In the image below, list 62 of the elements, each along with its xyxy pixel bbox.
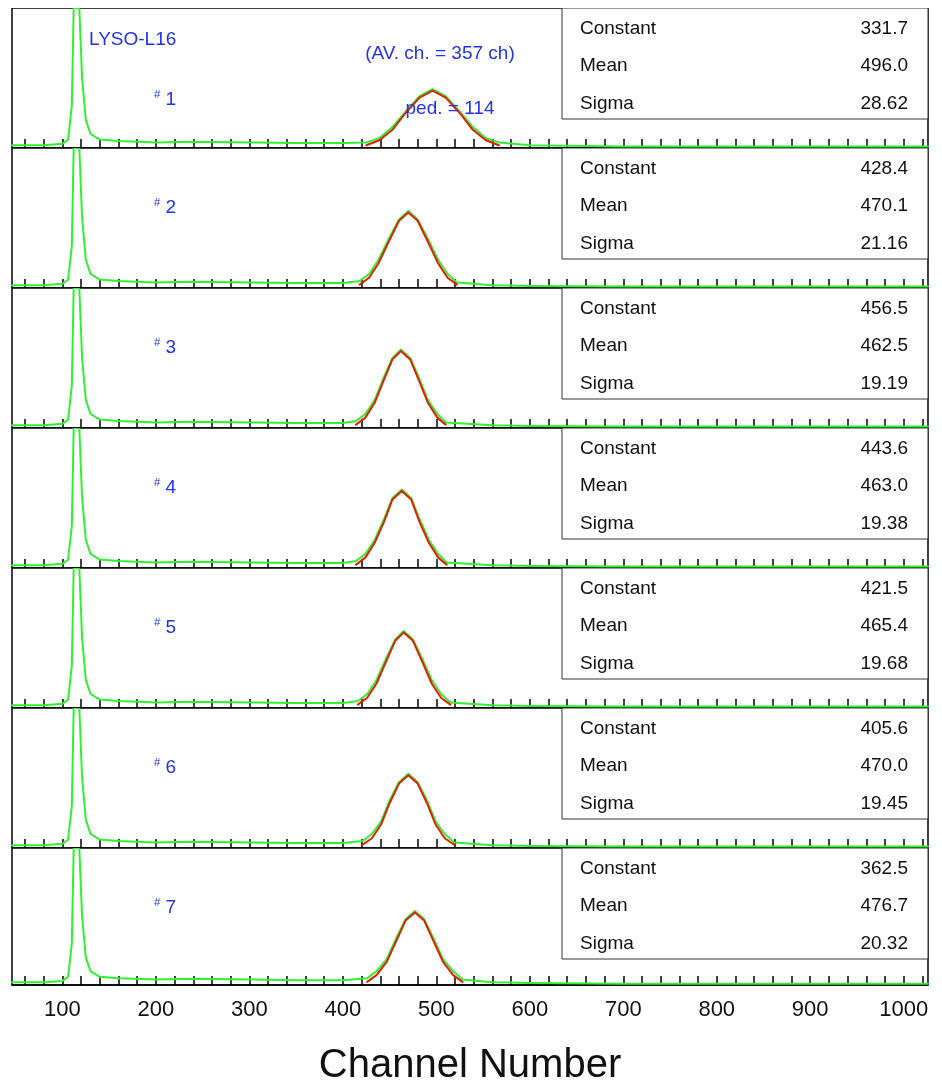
annotation: Mean xyxy=(580,54,628,75)
annotation: Constant xyxy=(580,296,657,318)
x-tick-label: 100 xyxy=(44,995,81,1021)
annotation: 19.45 xyxy=(860,791,908,813)
annotation: 28.62 xyxy=(860,91,908,113)
annotation: Mean xyxy=(580,194,628,215)
x-tick-label: 600 xyxy=(511,995,549,1021)
annotation: # 6 xyxy=(154,755,177,777)
annotation: 20.32 xyxy=(860,931,908,953)
x-tick-label: 200 xyxy=(137,995,175,1021)
annotation: Mean xyxy=(580,334,628,355)
annotation: 19.19 xyxy=(860,371,908,393)
annotation: 19.38 xyxy=(860,511,908,533)
annotation: Constant xyxy=(580,716,657,738)
annotation: # 5 xyxy=(154,615,177,637)
annotation: Mean xyxy=(580,614,628,635)
x-axis-title: Channel Number xyxy=(318,1041,622,1085)
annotation: Mean xyxy=(580,474,628,495)
annotation: 362.5 xyxy=(860,856,908,878)
annotation: Sigma xyxy=(580,651,635,673)
annotation: 428.4 xyxy=(860,156,909,178)
annotation: 405.6 xyxy=(860,716,908,738)
annotation: 476.7 xyxy=(860,894,908,915)
x-tick-label: 1000 xyxy=(879,995,929,1021)
annotation: 470.1 xyxy=(860,194,908,215)
annotation: 496.0 xyxy=(860,54,908,75)
x-tick-label: 800 xyxy=(698,995,736,1021)
x-tick-label: 400 xyxy=(324,995,362,1021)
annotation: Constant xyxy=(580,436,657,458)
annotation: Constant xyxy=(580,576,657,598)
x-tick-label: 900 xyxy=(791,995,829,1021)
annotation: 421.5 xyxy=(860,576,908,598)
annotation: Mean xyxy=(580,754,628,775)
annotation: 19.68 xyxy=(860,651,908,673)
annotation: # 2 xyxy=(154,195,177,217)
annotation: Constant xyxy=(580,856,657,878)
annotation: (AV. ch. = 357 ch) xyxy=(365,41,515,63)
annotation: 21.16 xyxy=(860,231,908,253)
annotation: Sigma xyxy=(580,91,635,113)
annotation: 465.4 xyxy=(860,614,909,635)
annotation: Sigma xyxy=(580,371,635,393)
annotation: # 3 xyxy=(154,335,177,357)
x-tick-label: 300 xyxy=(231,995,268,1021)
annotation: Constant xyxy=(580,156,657,178)
annotation: 462.5 xyxy=(860,334,908,355)
annotation: 470.0 xyxy=(860,754,908,775)
annotation: Sigma xyxy=(580,511,635,533)
annotation: 456.5 xyxy=(860,296,908,318)
annotation: Mean xyxy=(580,894,628,915)
annotation: # 4 xyxy=(154,475,177,497)
annotation: Sigma xyxy=(580,931,635,953)
annotation: 463.0 xyxy=(860,474,908,495)
text: LYSO-L16 xyxy=(89,28,177,49)
annotation: 331.7 xyxy=(860,16,908,38)
annotation: Sigma xyxy=(580,791,635,813)
annotation: # 7 xyxy=(154,895,177,917)
annotation: Constant xyxy=(580,16,657,38)
x-tick-label: 500 xyxy=(417,995,455,1021)
annotation: # 1 xyxy=(154,87,177,109)
annotation: 443.6 xyxy=(860,436,908,458)
x-tick-label: 700 xyxy=(604,995,642,1021)
annotation: Sigma xyxy=(580,231,635,253)
